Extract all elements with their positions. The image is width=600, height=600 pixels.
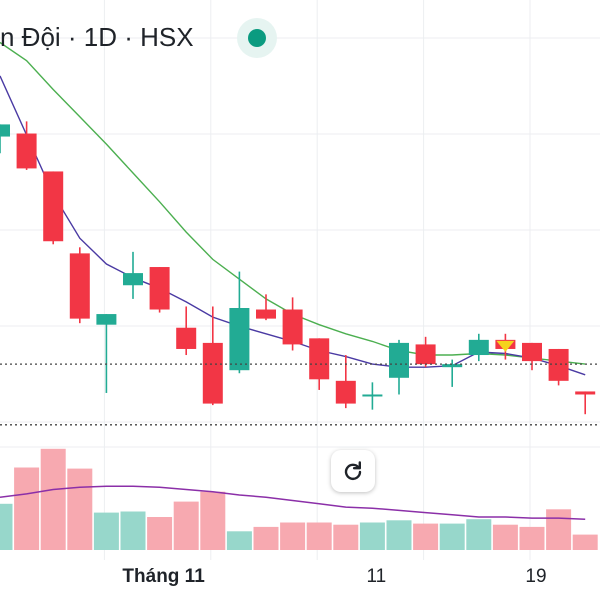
candle bbox=[442, 359, 463, 387]
event-marker-icon bbox=[496, 340, 515, 352]
candle bbox=[149, 267, 170, 313]
candle bbox=[69, 247, 90, 324]
candle bbox=[362, 382, 383, 410]
x-tick-label: 11 bbox=[366, 566, 387, 587]
volume-bar bbox=[386, 520, 412, 550]
x-tick-label: Tháng 11 bbox=[122, 566, 205, 587]
candle bbox=[468, 333, 489, 362]
candle-body bbox=[389, 342, 409, 378]
candle-body bbox=[522, 342, 542, 362]
candle bbox=[0, 124, 10, 154]
volume-bar bbox=[173, 501, 199, 550]
candle-body bbox=[575, 391, 596, 395]
x-tick-label: 19 bbox=[525, 566, 547, 587]
candle-body bbox=[0, 124, 10, 137]
candle bbox=[96, 314, 117, 393]
rotate-icon bbox=[344, 461, 362, 481]
price-candles bbox=[0, 121, 596, 415]
candle-body bbox=[468, 339, 489, 356]
candle-body bbox=[442, 364, 463, 368]
volume-bar bbox=[200, 491, 226, 550]
candle-body bbox=[362, 394, 383, 397]
candle bbox=[256, 294, 276, 321]
candle-body bbox=[176, 327, 197, 349]
volume-bar bbox=[439, 523, 465, 550]
volume-bar bbox=[306, 522, 332, 550]
candle bbox=[202, 306, 223, 406]
candle-body bbox=[149, 267, 170, 310]
candle-body bbox=[548, 348, 569, 381]
candle bbox=[123, 251, 143, 299]
volume-bar bbox=[572, 534, 598, 550]
candle-body bbox=[415, 344, 436, 365]
candle bbox=[522, 342, 542, 371]
volume-bar bbox=[359, 522, 385, 550]
candle-body bbox=[16, 133, 37, 169]
candle-body bbox=[256, 309, 276, 319]
volume-ma-line bbox=[0, 485, 586, 520]
candle bbox=[548, 348, 569, 386]
volume-bar bbox=[67, 468, 93, 550]
candle-body bbox=[96, 314, 117, 325]
volume-bar bbox=[40, 448, 66, 550]
price-reference-lines bbox=[0, 363, 600, 426]
candle bbox=[335, 355, 356, 409]
volume-bar bbox=[280, 522, 306, 550]
volume-bar bbox=[413, 523, 439, 550]
candle-body bbox=[309, 338, 330, 380]
volume-bar bbox=[519, 526, 545, 550]
volume-bars bbox=[0, 448, 598, 550]
candle bbox=[309, 338, 330, 390]
market-open-dot-icon bbox=[248, 29, 266, 47]
candle bbox=[282, 297, 303, 351]
volume-bar bbox=[546, 509, 572, 550]
candle bbox=[229, 271, 250, 374]
candle-body bbox=[229, 308, 250, 371]
candle-body bbox=[123, 273, 143, 286]
candle-body bbox=[335, 380, 356, 404]
volume-bar bbox=[14, 467, 40, 550]
candle-body bbox=[43, 171, 64, 242]
market-status-badge bbox=[237, 18, 277, 58]
symbol-title: n Đội · 1D · HSX bbox=[0, 22, 194, 52]
candle bbox=[389, 339, 409, 395]
volume-bar bbox=[93, 512, 119, 550]
volume-bar bbox=[0, 503, 13, 550]
candle bbox=[176, 306, 197, 356]
volume-bar bbox=[333, 524, 359, 550]
reset-chart-button[interactable] bbox=[331, 450, 375, 492]
candle bbox=[415, 336, 436, 368]
candle-body bbox=[202, 342, 223, 404]
volume-bar bbox=[226, 531, 252, 550]
volume-bar bbox=[492, 524, 518, 550]
volume-ma-series bbox=[0, 485, 586, 520]
candle-body bbox=[282, 309, 303, 345]
candle-body bbox=[69, 253, 90, 319]
volume-bar bbox=[147, 517, 173, 550]
volume-bar bbox=[466, 519, 492, 550]
candle bbox=[575, 391, 596, 415]
chart-markers bbox=[496, 340, 515, 352]
candle bbox=[16, 121, 37, 170]
candle bbox=[43, 171, 64, 245]
volume-bar bbox=[120, 511, 146, 550]
volume-bar bbox=[253, 526, 279, 550]
chart-grid bbox=[0, 0, 600, 560]
